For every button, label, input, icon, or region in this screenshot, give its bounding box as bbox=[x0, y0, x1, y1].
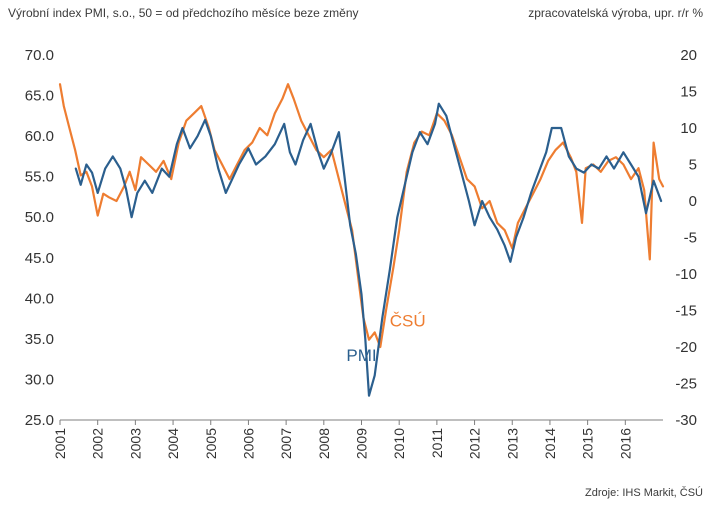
series-line-csu bbox=[58, 83, 665, 349]
right-axis-title: zpracovatelská výroba, upr. r/r % bbox=[528, 6, 703, 20]
left-y-tick-label: 70.0 bbox=[25, 47, 54, 64]
right-y-tick-label: -5 bbox=[684, 230, 697, 247]
left-y-tick-label: 40.0 bbox=[25, 290, 54, 307]
right-y-tick-label: 5 bbox=[689, 157, 697, 174]
right-y-tick-label: -30 bbox=[675, 412, 697, 429]
right-y-tick-label: 10 bbox=[680, 120, 697, 137]
series-label-pmi: PMI bbox=[346, 346, 376, 365]
x-tick-label: 2004 bbox=[165, 428, 181, 459]
x-tick-label: 2005 bbox=[203, 428, 219, 459]
x-tick-label: 2010 bbox=[391, 428, 407, 459]
right-y-tick-label: 0 bbox=[689, 193, 697, 210]
x-tick-label: 2002 bbox=[90, 428, 106, 459]
chart-axes: 2001 2002 2003 2004 2005 2006 2007 2008 2009 2010… bbox=[25, 47, 697, 459]
x-tick-label: 2006 bbox=[240, 428, 256, 459]
annotation-layer: PMI ČSÚ bbox=[346, 312, 425, 365]
x-tick-label: 2011 bbox=[429, 428, 445, 458]
x-tick-label: 2016 bbox=[617, 428, 633, 459]
right-y-tick-label: 15 bbox=[680, 84, 697, 101]
right-y-tick-label: 20 bbox=[680, 47, 697, 64]
x-tick-label: 2003 bbox=[127, 428, 143, 459]
series-line-pmi bbox=[74, 102, 663, 397]
x-tick-label: 2008 bbox=[316, 428, 332, 459]
left-y-tick-label: 55.0 bbox=[25, 169, 54, 186]
left-y-tick-label: 35.0 bbox=[25, 331, 54, 348]
x-tick-label: 2015 bbox=[580, 428, 596, 459]
left-axis-title: Výrobní index PMI, s.o., 50 = od předcho… bbox=[8, 6, 359, 20]
x-tick-label: 2001 bbox=[52, 428, 68, 459]
left-y-tick-label: 25.0 bbox=[25, 412, 54, 429]
x-tick-label: 2014 bbox=[542, 428, 558, 459]
left-y-tick-label: 60.0 bbox=[25, 128, 54, 145]
x-tick-label: 2012 bbox=[467, 428, 483, 459]
left-y-tick-label: 45.0 bbox=[25, 250, 54, 267]
series-label-csu: ČSÚ bbox=[390, 312, 426, 331]
x-tick-label: 2007 bbox=[278, 428, 294, 459]
x-tick-label: 2009 bbox=[354, 428, 370, 459]
left-y-tick-label: 30.0 bbox=[25, 371, 54, 388]
series-layer bbox=[58, 83, 665, 397]
x-tick-label: 2013 bbox=[504, 428, 520, 459]
left-y-tick-label: 65.0 bbox=[25, 88, 54, 105]
source-note: Zdroje: IHS Markit, ČSÚ bbox=[585, 487, 703, 499]
right-y-tick-label: -20 bbox=[675, 339, 697, 356]
right-y-tick-label: -10 bbox=[675, 266, 697, 283]
right-y-tick-label: -25 bbox=[675, 376, 697, 393]
right-y-tick-label: -15 bbox=[675, 303, 697, 320]
left-y-tick-label: 50.0 bbox=[25, 209, 54, 226]
